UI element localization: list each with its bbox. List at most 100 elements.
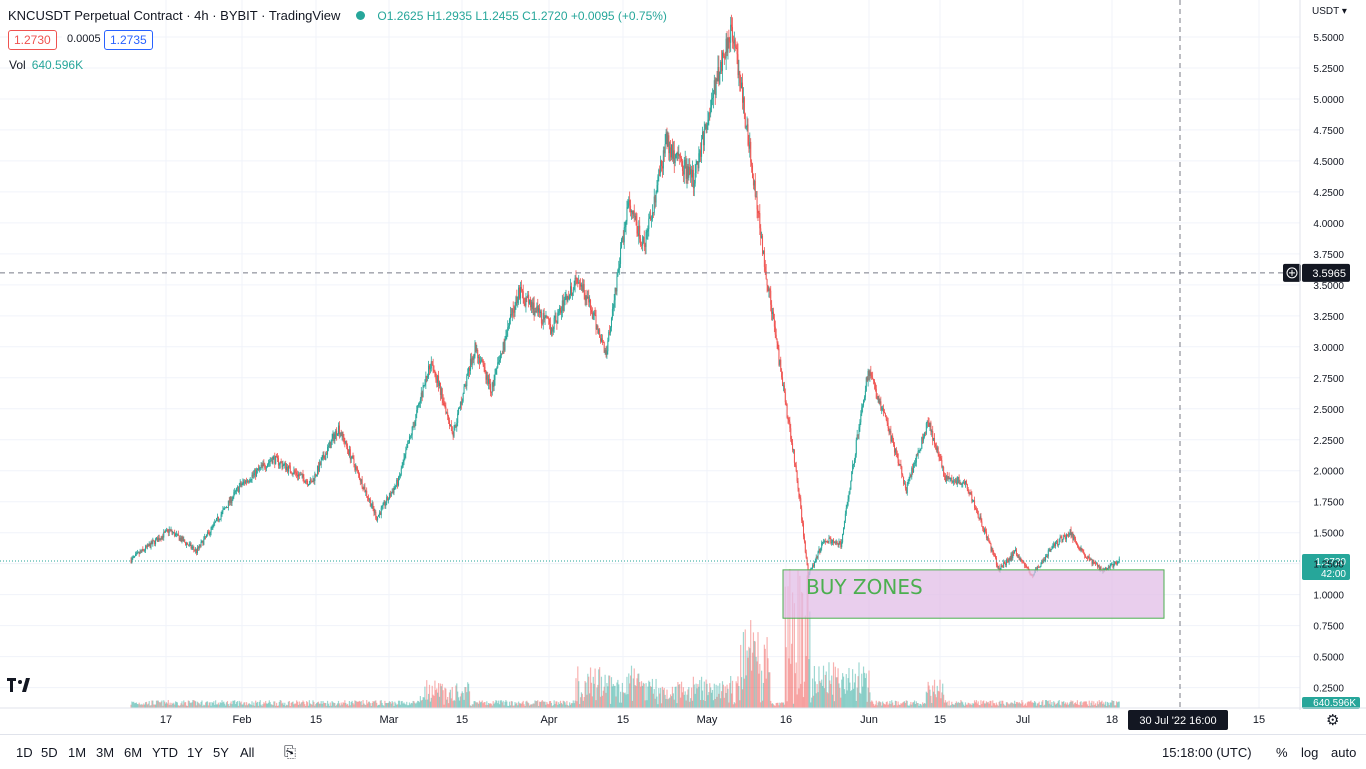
sell-price-button[interactable]: 1.2730 <box>8 30 57 50</box>
range-button-1d[interactable]: 1D <box>16 744 33 760</box>
range-button-ytd[interactable]: YTD <box>152 744 178 760</box>
range-button-6m[interactable]: 6M <box>124 744 143 760</box>
volume-bar <box>472 704 474 708</box>
candle-body <box>297 474 299 477</box>
volume-bar <box>715 684 717 708</box>
volume-bar <box>809 611 811 708</box>
volume-bar <box>294 703 296 708</box>
auto-scale-toggle[interactable]: auto <box>1331 744 1357 760</box>
candle-body <box>204 536 206 540</box>
volume-bar <box>922 702 924 708</box>
volume-bar <box>251 701 253 708</box>
volume-bar <box>707 695 709 708</box>
range-button-5d[interactable]: 5D <box>41 744 58 760</box>
candle-body <box>996 565 998 567</box>
range-button-1y[interactable]: 1Y <box>187 744 203 760</box>
volume-bar <box>466 692 468 708</box>
volume-bar <box>868 670 870 708</box>
candle-body <box>287 465 289 472</box>
volume-bar <box>833 701 836 708</box>
currency-dropdown[interactable]: USDT ▾ <box>1312 6 1347 17</box>
candle-body <box>205 536 207 537</box>
candle-body <box>324 458 326 460</box>
symbol-title[interactable]: KNCUSDT Perpetual Contract · 4h · BYBIT … <box>8 8 341 23</box>
volume-bar <box>229 703 231 708</box>
volume-bar <box>390 703 392 708</box>
candle-body <box>260 465 262 468</box>
volume-bar <box>699 680 701 708</box>
candle-body <box>839 541 841 543</box>
candle-body <box>1113 563 1115 567</box>
volume-bar <box>402 703 404 708</box>
candle-body <box>247 480 249 482</box>
candle-body <box>289 465 291 472</box>
volume-bar <box>296 701 299 708</box>
percent-scale-toggle[interactable]: % <box>1276 744 1288 760</box>
candle-body <box>934 444 936 447</box>
candle-body <box>444 405 446 407</box>
settings-gear-icon[interactable]: ⚙ <box>1326 712 1340 729</box>
candle-body <box>228 500 230 503</box>
range-button-1m[interactable]: 1M <box>68 744 87 760</box>
volume-bar <box>226 700 229 708</box>
volume-bar <box>198 703 200 708</box>
volume-bar <box>358 700 361 708</box>
candle-body <box>929 422 931 427</box>
candle-body <box>459 408 461 409</box>
candle-body <box>892 435 894 442</box>
date-range-icon[interactable]: ⎘ <box>284 743 297 761</box>
candle-body <box>836 541 838 544</box>
volume-bar <box>998 701 1000 708</box>
volume-bar <box>235 704 237 708</box>
candle-body <box>1064 534 1066 538</box>
volume-bar <box>671 686 674 708</box>
volume-bar <box>1070 700 1072 708</box>
volume-bar <box>741 677 743 708</box>
volume-bar <box>239 702 241 708</box>
volume-bar <box>151 700 153 708</box>
volume-bar <box>249 704 251 708</box>
buy-price-button[interactable]: 1.2735 <box>104 30 153 50</box>
candle-body <box>944 476 946 482</box>
volume-bar <box>877 702 879 708</box>
candle-body <box>995 555 996 558</box>
volume-bar <box>489 703 492 708</box>
volume-bar <box>1056 702 1058 708</box>
volume-legend[interactable]: Vol 640.596K <box>9 58 83 72</box>
volume-bar <box>785 647 787 708</box>
volume-bar <box>429 701 431 708</box>
volume-bar <box>343 702 345 708</box>
volume-bar <box>1006 702 1008 708</box>
volume-bar <box>1066 702 1068 708</box>
candle-body <box>318 462 320 472</box>
volume-bar <box>166 703 168 708</box>
candle-body <box>955 480 957 485</box>
volume-bar <box>1018 701 1020 708</box>
volume-bar <box>837 668 839 708</box>
volume-bar <box>748 646 750 708</box>
candle-body <box>1063 534 1065 540</box>
price-tick-label: 3.0000 <box>1313 343 1344 354</box>
volume-bar <box>373 701 375 708</box>
candle-body <box>1068 532 1070 537</box>
volume-bar <box>503 705 505 708</box>
candle-body <box>135 553 137 555</box>
candle-body <box>775 334 777 339</box>
price-tick-label: 0.5000 <box>1313 653 1344 664</box>
candle-body <box>857 434 859 436</box>
range-button-3m[interactable]: 3M <box>96 744 115 760</box>
candle-body <box>292 473 294 475</box>
candle-body <box>888 427 890 433</box>
volume-bar <box>862 666 865 708</box>
tradingview-logo-icon[interactable] <box>7 678 35 698</box>
range-button-all[interactable]: All <box>240 744 255 760</box>
volume-bar <box>661 686 664 708</box>
log-scale-toggle[interactable]: log <box>1301 744 1319 760</box>
volume-bar <box>973 700 976 708</box>
volume-bar <box>717 685 719 708</box>
range-button-5y[interactable]: 5Y <box>213 744 229 760</box>
candle-body <box>565 296 567 300</box>
utc-clock[interactable]: 15:18:00 (UTC) <box>1162 744 1252 760</box>
volume-bar <box>716 696 718 708</box>
